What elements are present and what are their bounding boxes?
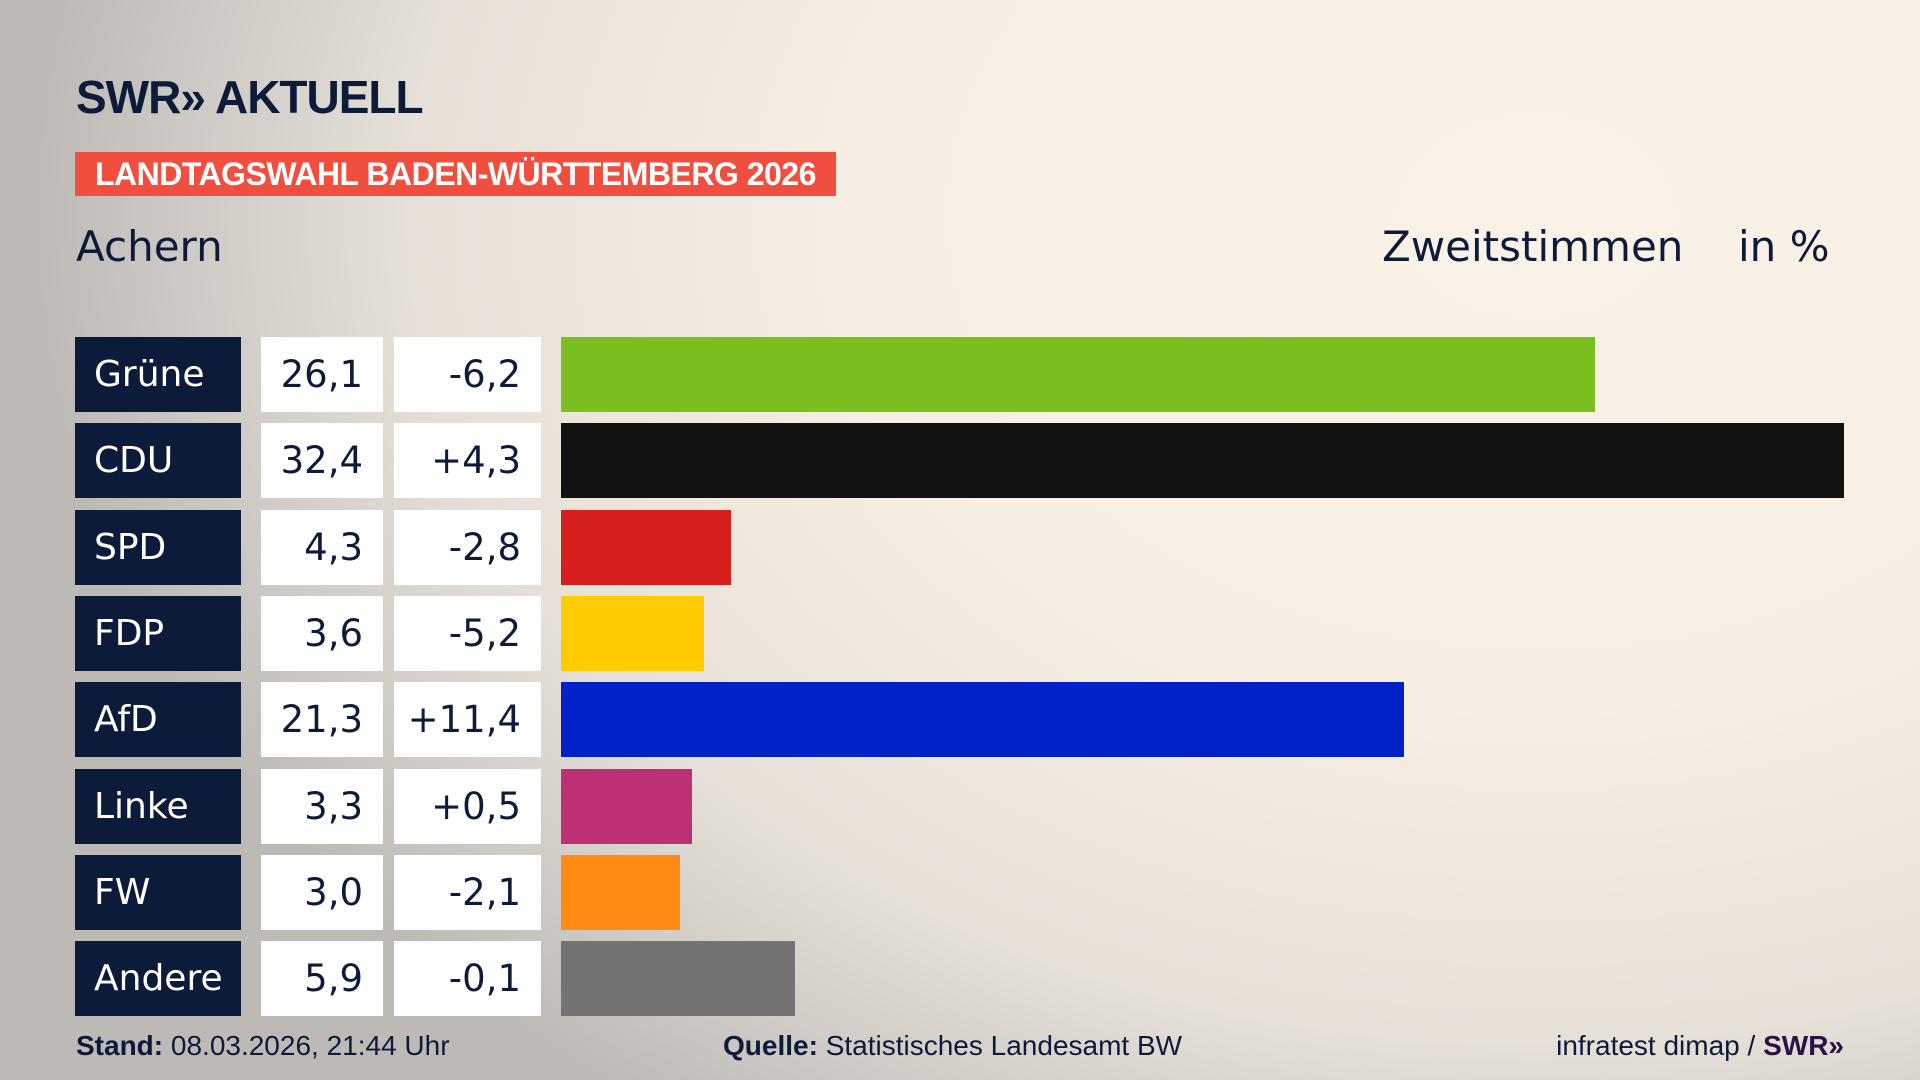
party-name: Andere xyxy=(75,941,241,1017)
swr-aktuell-logo: SWR» AKTUELL xyxy=(76,71,424,123)
timestamp: Stand: 08.03.2026, 21:44 Uhr xyxy=(76,1030,450,1062)
party-name: FDP xyxy=(75,595,241,671)
party-name: AfD xyxy=(75,682,241,758)
party-name: SPD xyxy=(75,509,241,585)
bar-spd xyxy=(561,509,732,585)
bar-andere xyxy=(561,941,795,1017)
vote-share: 3,3 xyxy=(261,768,383,844)
vote-share: 5,9 xyxy=(261,941,383,1017)
party-name: FW xyxy=(75,854,241,930)
party-row: Linke 3,3 +0,5 xyxy=(0,768,1920,844)
bar-fdp xyxy=(561,595,704,671)
stand-value: 08.03.2026, 21:44 Uhr xyxy=(170,1030,450,1061)
bar-afd xyxy=(561,682,1405,758)
stand-label: Stand: xyxy=(76,1030,164,1061)
vote-share: 4,3 xyxy=(261,509,383,585)
bar-fw xyxy=(561,854,680,930)
vote-change: +4,3 xyxy=(394,423,541,499)
vote-type-label: Zweitstimmen xyxy=(1382,222,1684,271)
bar-linke xyxy=(561,768,692,844)
source-value: Statistisches Landesamt BW xyxy=(825,1030,1183,1061)
vote-change: -6,2 xyxy=(394,337,541,412)
source: Quelle: Statistisches Landesamt BW xyxy=(723,1030,1182,1062)
party-name: Linke xyxy=(75,768,241,844)
credit: infratest dimap / SWR» xyxy=(1556,1030,1844,1062)
election-banner: LANDTAGSWAHL BADEN-WÜRTTEMBERG 2026 xyxy=(75,152,836,196)
vote-change: -0,1 xyxy=(394,941,541,1017)
party-row: Andere 5,9 -0,1 xyxy=(0,941,1920,1017)
party-row: AfD 21,3 +11,4 xyxy=(0,682,1920,758)
constituency-title: Achern xyxy=(76,222,223,271)
vote-change: +0,5 xyxy=(394,768,541,844)
vote-change: -2,1 xyxy=(394,854,541,930)
unit-label: in % xyxy=(1738,222,1830,271)
party-row: Grüne 26,1 -6,2 xyxy=(0,337,1920,412)
vote-change: +11,4 xyxy=(394,682,541,758)
party-name: CDU xyxy=(75,423,241,499)
party-name: Grüne xyxy=(75,337,241,412)
party-row: CDU 32,4 +4,3 xyxy=(0,423,1920,499)
vote-share: 32,4 xyxy=(261,423,383,499)
vote-share: 3,0 xyxy=(261,854,383,930)
credit-text: infratest dimap / xyxy=(1556,1030,1764,1061)
bar-cdu xyxy=(561,423,1844,499)
vote-share: 3,6 xyxy=(261,595,383,671)
source-label: Quelle: xyxy=(723,1030,818,1061)
bar-grüne xyxy=(561,337,1595,412)
vote-share: 21,3 xyxy=(261,682,383,758)
vote-change: -2,8 xyxy=(394,509,541,585)
party-row: FDP 3,6 -5,2 xyxy=(0,595,1920,671)
party-row: SPD 4,3 -2,8 xyxy=(0,509,1920,585)
party-row: FW 3,0 -2,1 xyxy=(0,854,1920,930)
vote-share: 26,1 xyxy=(261,337,383,412)
swr-logo: SWR» xyxy=(1763,1030,1844,1061)
vote-change: -5,2 xyxy=(394,595,541,671)
